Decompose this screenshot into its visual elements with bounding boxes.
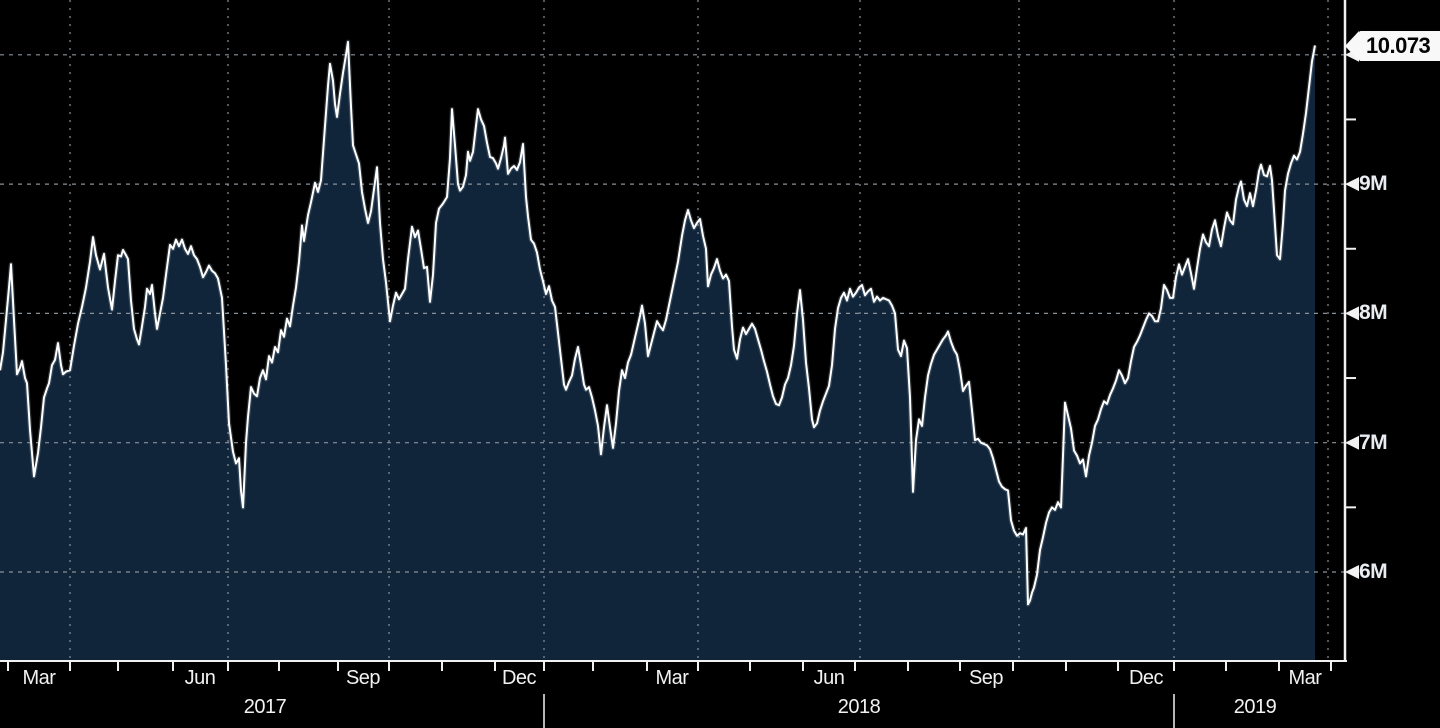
series-line [0,40,1316,606]
last-price-value: 10.073 [1359,31,1440,61]
x-axis-year-label-2018: 2018 [837,696,881,718]
y-tick-arrow-7M [1345,435,1359,450]
y-axis-label-7M: 7M [1359,430,1388,454]
x-axis-month-label-7: Dec [1128,667,1164,689]
last-price-tag: 10.073 [1345,31,1440,61]
x-axis-year-label-2019: 2019 [1233,696,1277,718]
x-axis-month-label-8: Mar [1288,667,1322,689]
y-axis-label-8M: 8M [1359,301,1388,325]
x-axis-month-label-6: Sep [968,667,1004,689]
x-axis-month-label-2: Sep [345,667,381,689]
x-axis-month-label-1: Jun [184,667,216,689]
y-axis-label-9M: 9M [1359,172,1388,196]
series-area-fill [0,41,1315,661]
y-tick-arrow-8M [1345,306,1359,321]
x-axis-month-label-5: Jun [813,667,845,689]
x-axis-year-label-2017: 2017 [243,696,287,718]
x-axis-month-label-4: Mar [655,667,689,689]
x-axis-month-label-3: Dec [501,667,537,689]
y-axis-label-6M: 6M [1359,560,1388,583]
y-tick-arrow-9M [1345,177,1359,192]
y-tick-arrow-6M [1345,565,1359,579]
last-price-tag-arrow-icon [1345,31,1359,61]
x-axis-month-label-0: Mar [22,667,56,689]
